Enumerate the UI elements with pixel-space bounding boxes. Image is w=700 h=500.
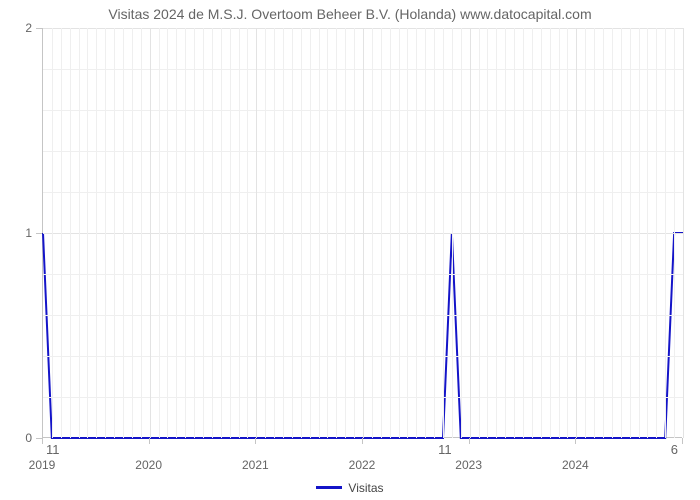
v-minor-gridline — [594, 28, 595, 438]
v-minor-gridline — [292, 28, 293, 438]
v-minor-gridline — [674, 28, 675, 438]
v-minor-gridline — [96, 28, 97, 438]
v-minor-gridline — [621, 28, 622, 438]
v-minor-gridline — [70, 28, 71, 438]
y-tick-label: 2 — [0, 21, 32, 35]
x-tick-label: 2023 — [455, 458, 482, 472]
data-point-label: 11 — [438, 442, 452, 457]
v-minor-gridline — [541, 28, 542, 438]
v-minor-gridline — [265, 28, 266, 438]
v-minor-gridline — [185, 28, 186, 438]
y-tick-label: 1 — [0, 226, 32, 240]
v-minor-gridline — [647, 28, 648, 438]
x-tick-mark — [42, 438, 43, 444]
v-minor-gridline — [87, 28, 88, 438]
v-minor-gridline — [52, 28, 53, 438]
plot-area — [42, 28, 682, 438]
v-minor-gridline — [559, 28, 560, 438]
v-minor-gridline — [167, 28, 168, 438]
v-minor-gridline — [585, 28, 586, 438]
x-tick-mark — [362, 438, 363, 444]
v-minor-gridline — [159, 28, 160, 438]
v-minor-gridline — [274, 28, 275, 438]
x-tick-label: 2020 — [135, 458, 162, 472]
y-tick-mark — [36, 233, 42, 234]
v-minor-gridline — [61, 28, 62, 438]
v-minor-gridline — [381, 28, 382, 438]
y-tick-label: 0 — [0, 431, 32, 445]
chart-title: Visitas 2024 de M.S.J. Overtoom Beheer B… — [0, 6, 700, 22]
v-minor-gridline — [630, 28, 631, 438]
legend-label: Visitas — [348, 481, 383, 495]
v-minor-gridline — [425, 28, 426, 438]
v-minor-gridline — [461, 28, 462, 438]
chart-container: Visitas 2024 de M.S.J. Overtoom Beheer B… — [0, 0, 700, 500]
v-minor-gridline — [230, 28, 231, 438]
v-minor-gridline — [514, 28, 515, 438]
v-minor-gridline — [434, 28, 435, 438]
v-minor-gridline — [505, 28, 506, 438]
v-gridline — [470, 28, 471, 438]
x-tick-mark — [469, 438, 470, 444]
v-minor-gridline — [105, 28, 106, 438]
v-minor-gridline — [301, 28, 302, 438]
v-minor-gridline — [247, 28, 248, 438]
x-tick-mark — [149, 438, 150, 444]
v-minor-gridline — [496, 28, 497, 438]
v-minor-gridline — [416, 28, 417, 438]
v-minor-gridline — [443, 28, 444, 438]
legend: Visitas — [0, 480, 700, 495]
v-minor-gridline — [603, 28, 604, 438]
v-minor-gridline — [212, 28, 213, 438]
v-gridline — [576, 28, 577, 438]
v-minor-gridline — [372, 28, 373, 438]
x-tick-label: 2022 — [349, 458, 376, 472]
x-tick-label: 2024 — [562, 458, 589, 472]
v-minor-gridline — [390, 28, 391, 438]
v-minor-gridline — [612, 28, 613, 438]
v-minor-gridline — [132, 28, 133, 438]
x-tick-mark — [255, 438, 256, 444]
v-gridline — [150, 28, 151, 438]
v-minor-gridline — [639, 28, 640, 438]
x-tick-mark — [575, 438, 576, 444]
x-tick-label: 2021 — [242, 458, 269, 472]
data-point-label: 11 — [46, 442, 60, 457]
v-minor-gridline — [114, 28, 115, 438]
v-minor-gridline — [487, 28, 488, 438]
v-minor-gridline — [221, 28, 222, 438]
v-gridline — [683, 28, 684, 438]
v-minor-gridline — [283, 28, 284, 438]
y-tick-mark — [36, 28, 42, 29]
v-minor-gridline — [665, 28, 666, 438]
x-tick-label: 2019 — [29, 458, 56, 472]
v-minor-gridline — [327, 28, 328, 438]
v-minor-gridline — [176, 28, 177, 438]
v-minor-gridline — [345, 28, 346, 438]
v-minor-gridline — [354, 28, 355, 438]
v-minor-gridline — [399, 28, 400, 438]
v-minor-gridline — [336, 28, 337, 438]
v-minor-gridline — [141, 28, 142, 438]
v-minor-gridline — [319, 28, 320, 438]
v-minor-gridline — [407, 28, 408, 438]
v-minor-gridline — [656, 28, 657, 438]
data-point-label: 6 — [671, 442, 678, 457]
v-gridline — [256, 28, 257, 438]
v-gridline — [363, 28, 364, 438]
v-minor-gridline — [203, 28, 204, 438]
x-tick-mark — [682, 438, 683, 444]
legend-swatch — [316, 486, 342, 489]
v-minor-gridline — [532, 28, 533, 438]
v-minor-gridline — [452, 28, 453, 438]
v-minor-gridline — [79, 28, 80, 438]
v-minor-gridline — [310, 28, 311, 438]
v-minor-gridline — [523, 28, 524, 438]
v-minor-gridline — [123, 28, 124, 438]
v-minor-gridline — [239, 28, 240, 438]
v-minor-gridline — [550, 28, 551, 438]
v-minor-gridline — [567, 28, 568, 438]
v-minor-gridline — [479, 28, 480, 438]
v-minor-gridline — [194, 28, 195, 438]
